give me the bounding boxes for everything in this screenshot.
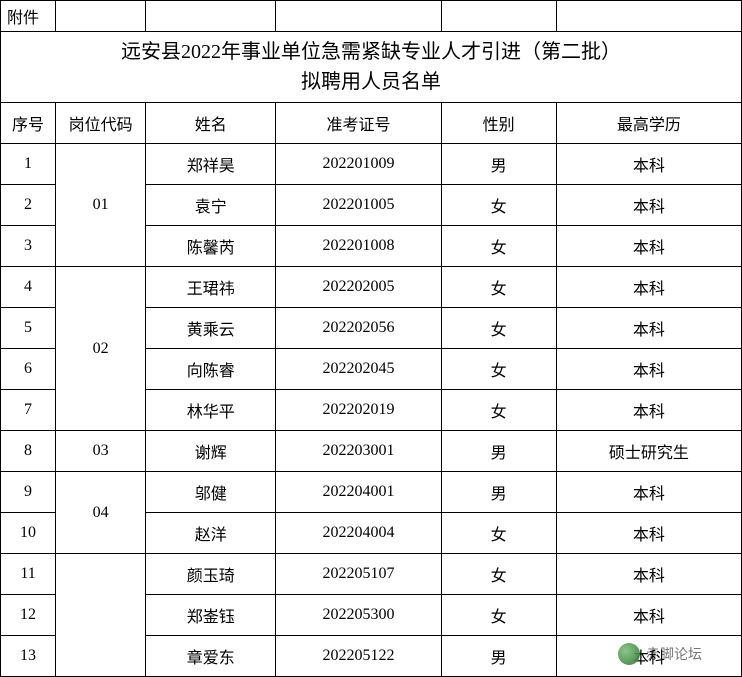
attachment-row: 附件 xyxy=(1,1,742,32)
cell-exam-no: 202205122 xyxy=(276,636,441,677)
cell-gender: 女 xyxy=(441,595,556,636)
cell-seq: 6 xyxy=(1,349,56,390)
table-row: 904邬健202204001男本科 xyxy=(1,472,742,513)
cell-seq: 9 xyxy=(1,472,56,513)
cell-post-code: 04 xyxy=(56,472,146,554)
cell-gender: 女 xyxy=(441,554,556,595)
cell-exam-no: 202202056 xyxy=(276,308,441,349)
cell-gender: 女 xyxy=(441,390,556,431)
cell-name: 赵洋 xyxy=(146,513,276,554)
cell-seq: 5 xyxy=(1,308,56,349)
cell-gender: 女 xyxy=(441,513,556,554)
cell-seq: 3 xyxy=(1,226,56,267)
cell-exam-no: 202205300 xyxy=(276,595,441,636)
cell-education: 本科 xyxy=(556,308,741,349)
cell-gender: 男 xyxy=(441,636,556,677)
cell-name: 郑祥昊 xyxy=(146,144,276,185)
cell-exam-no: 202203001 xyxy=(276,431,441,472)
cell-post-code: 01 xyxy=(56,144,146,267)
cell-exam-no: 202205107 xyxy=(276,554,441,595)
main-table: 附件远安县2022年事业单位急需紧缺专业人才引进（第二批）拟聘用人员名单序号岗位… xyxy=(0,0,742,677)
cell-education: 本科 xyxy=(556,554,741,595)
cell-education: 本科 xyxy=(556,472,741,513)
col-header-name: 姓名 xyxy=(146,103,276,144)
cell-name: 陈馨芮 xyxy=(146,226,276,267)
cell-seq: 8 xyxy=(1,431,56,472)
cell-education: 本科 xyxy=(556,226,741,267)
cell-gender: 女 xyxy=(441,308,556,349)
table-header-row: 序号岗位代码姓名准考证号性别最高学历 xyxy=(1,103,742,144)
cell-name: 郑崟钰 xyxy=(146,595,276,636)
cell-name: 邬健 xyxy=(146,472,276,513)
cell-exam-no: 202204004 xyxy=(276,513,441,554)
cell-seq: 12 xyxy=(1,595,56,636)
cell-name: 林华平 xyxy=(146,390,276,431)
cell-seq: 10 xyxy=(1,513,56,554)
cell-seq: 1 xyxy=(1,144,56,185)
empty-cell xyxy=(441,1,556,32)
cell-name: 谢辉 xyxy=(146,431,276,472)
cell-seq: 11 xyxy=(1,554,56,595)
cell-gender: 女 xyxy=(441,226,556,267)
cell-education: 本科 xyxy=(556,144,741,185)
page-container: 附件远安县2022年事业单位急需紧缺专业人才引进（第二批）拟聘用人员名单序号岗位… xyxy=(0,0,742,677)
cell-exam-no: 202204001 xyxy=(276,472,441,513)
cell-post-code: 02 xyxy=(56,267,146,431)
cell-gender: 女 xyxy=(441,185,556,226)
cell-name: 向陈睿 xyxy=(146,349,276,390)
cell-exam-no: 202201005 xyxy=(276,185,441,226)
cell-gender: 女 xyxy=(441,349,556,390)
cell-education: 本科 xyxy=(556,390,741,431)
cell-education: 本科 xyxy=(556,349,741,390)
cell-seq: 2 xyxy=(1,185,56,226)
cell-gender: 男 xyxy=(441,431,556,472)
title-row: 远安县2022年事业单位急需紧缺专业人才引进（第二批）拟聘用人员名单 xyxy=(1,32,742,103)
cell-name: 章爱东 xyxy=(146,636,276,677)
cell-exam-no: 202201009 xyxy=(276,144,441,185)
cell-gender: 男 xyxy=(441,472,556,513)
cell-seq: 7 xyxy=(1,390,56,431)
cell-gender: 女 xyxy=(441,267,556,308)
col-header-gender: 性别 xyxy=(441,103,556,144)
cell-name: 颜玉琦 xyxy=(146,554,276,595)
cell-exam-no: 202202019 xyxy=(276,390,441,431)
table-row: 803谢辉202203001男硕士研究生 xyxy=(1,431,742,472)
cell-education: 硕士研究生 xyxy=(556,431,741,472)
cell-education: 本科 xyxy=(556,185,741,226)
empty-cell xyxy=(56,1,146,32)
cell-exam-no: 202201008 xyxy=(276,226,441,267)
cell-seq: 13 xyxy=(1,636,56,677)
cell-name: 袁宁 xyxy=(146,185,276,226)
document-title: 远安县2022年事业单位急需紧缺专业人才引进（第二批）拟聘用人员名单 xyxy=(1,32,742,103)
col-header-exam-no: 准考证号 xyxy=(276,103,441,144)
cell-post-code: 03 xyxy=(56,431,146,472)
col-header-post-code: 岗位代码 xyxy=(56,103,146,144)
col-header-seq: 序号 xyxy=(1,103,56,144)
empty-cell xyxy=(276,1,441,32)
cell-name: 黄乘云 xyxy=(146,308,276,349)
cell-education: 本科 xyxy=(556,595,741,636)
attachment-label: 附件 xyxy=(1,1,56,32)
empty-cell xyxy=(556,1,741,32)
cell-exam-no: 202202045 xyxy=(276,349,441,390)
table-row: 11 颜玉琦202205107女本科 xyxy=(1,554,742,595)
cell-education: 本科 xyxy=(556,267,741,308)
table-row: 402王珺祎202202005女本科 xyxy=(1,267,742,308)
col-header-education: 最高学历 xyxy=(556,103,741,144)
table-row: 101郑祥昊202201009男本科 xyxy=(1,144,742,185)
cell-name: 王珺祎 xyxy=(146,267,276,308)
cell-post-code xyxy=(56,554,146,677)
cell-exam-no: 202202005 xyxy=(276,267,441,308)
empty-cell xyxy=(146,1,276,32)
cell-education: 本科 xyxy=(556,513,741,554)
cell-education: 本科 xyxy=(556,636,741,677)
cell-gender: 男 xyxy=(441,144,556,185)
cell-seq: 4 xyxy=(1,267,56,308)
